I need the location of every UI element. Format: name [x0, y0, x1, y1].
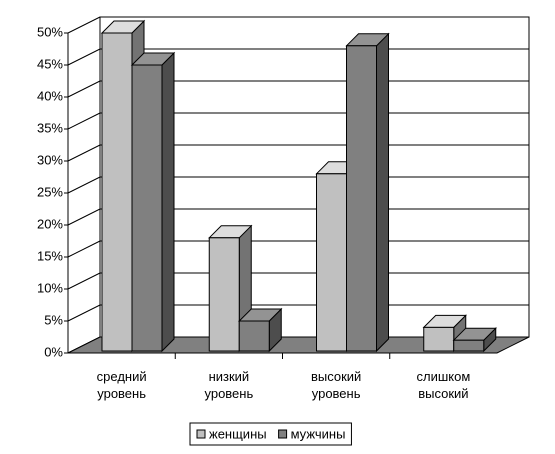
bar-front: [208, 237, 240, 352]
y-tick-label: 5%: [44, 312, 63, 327]
bar-front: [238, 320, 270, 352]
bar-front: [131, 64, 163, 352]
grid-line-side: [67, 272, 101, 290]
y-tick-label: 45%: [37, 56, 63, 71]
y-tick-label: 15%: [37, 248, 63, 263]
x-tick-label: высокий уровень: [311, 369, 361, 401]
grid-line-side: [67, 176, 101, 194]
y-tick-label: 50%: [37, 24, 63, 39]
legend-box: [189, 422, 352, 446]
grid-line-side: [67, 208, 101, 226]
y-tick-label: 40%: [37, 88, 63, 103]
y-tick-label: 10%: [37, 280, 63, 295]
grid-line-side: [67, 304, 101, 322]
bar: [208, 224, 253, 353]
y-tick-label: 30%: [37, 152, 63, 167]
bar-side: [376, 32, 389, 353]
grid-line-side: [67, 144, 101, 162]
bar-front: [316, 173, 347, 352]
bar: [130, 51, 176, 353]
x-tick-label: низкий уровень: [204, 369, 253, 401]
bar-front: [423, 326, 455, 352]
bar: [452, 326, 497, 353]
grid-line-side: [67, 48, 101, 66]
bar-side: [161, 51, 175, 353]
grid-line-side: [67, 112, 101, 130]
y-tick-label: 35%: [37, 120, 63, 135]
y-tick-label: 20%: [37, 216, 63, 231]
bar-front: [101, 32, 133, 352]
grid-line-side: [67, 16, 101, 34]
legend-label: мужчины: [291, 426, 346, 441]
x-tick-label: средний уровень: [97, 369, 147, 401]
bar-front: [346, 45, 377, 352]
x-tick-label: слишком высокий: [416, 369, 470, 401]
y-tick-label: 0%: [44, 344, 63, 359]
legend-label: женщины: [209, 426, 267, 441]
grid-line-side: [67, 240, 101, 258]
legend: женщины мужчины: [189, 422, 352, 446]
legend-swatch: [196, 429, 206, 439]
grid-line-side: [67, 80, 101, 98]
bar-front: [453, 339, 485, 352]
legend-swatch: [278, 429, 288, 439]
bar: [345, 32, 390, 353]
y-tick-label: 25%: [37, 184, 63, 199]
bar: [238, 307, 283, 353]
